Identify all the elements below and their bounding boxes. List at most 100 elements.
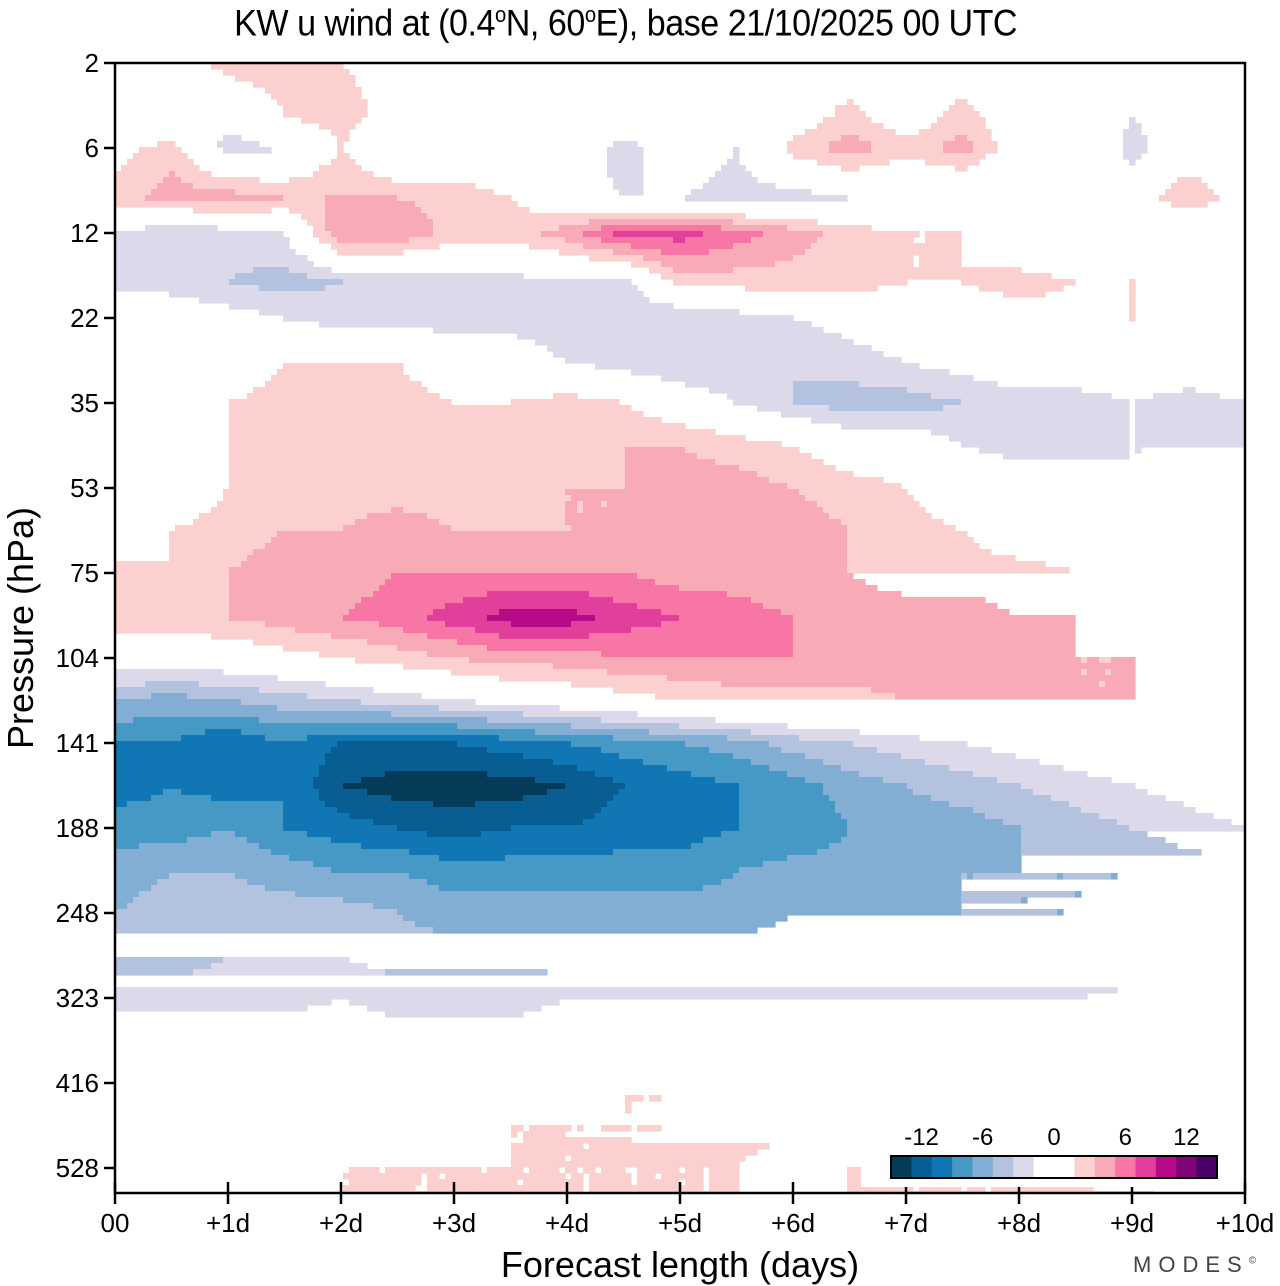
contour-cell [265, 381, 422, 388]
contour-cell [379, 585, 680, 592]
contour-cell [115, 285, 260, 292]
contour-cell [571, 723, 680, 730]
y-tick-label: 323 [56, 983, 99, 1013]
contour-cell [229, 453, 626, 460]
contour-cell [115, 615, 230, 622]
contour-cell [115, 891, 140, 898]
contour-cell [1165, 189, 1214, 196]
contour-cell [115, 735, 182, 742]
contour-cell [739, 867, 1022, 874]
contour-cell [1075, 891, 1082, 898]
contour-cell [247, 879, 428, 886]
contour-cell [517, 333, 842, 340]
contour-cell [673, 279, 908, 286]
contour-cell [811, 417, 1130, 424]
contour-cell [481, 831, 722, 838]
contour-cell [691, 189, 812, 196]
contour-cell [283, 819, 374, 826]
contour-cell [253, 639, 368, 646]
contour-cell [115, 873, 170, 880]
contour-cell [181, 789, 320, 796]
contour-cell [223, 495, 572, 502]
contour-cell [259, 285, 326, 292]
contour-field [115, 63, 1244, 1193]
contour-cell [115, 819, 284, 826]
contour-cell [787, 771, 860, 778]
contour-cell [589, 1185, 704, 1192]
contour-cell [421, 207, 530, 214]
contour-cell [817, 849, 1022, 856]
contour-cell [955, 135, 968, 142]
contour-cell [1135, 417, 1244, 424]
contour-cell [613, 141, 638, 148]
contour-cell [241, 729, 536, 736]
contour-cell [973, 771, 1088, 778]
contour-cell [439, 855, 506, 862]
contour-cell [685, 381, 794, 388]
contour-cell [535, 339, 854, 346]
contour-cell [1171, 183, 1208, 190]
contour-cell [847, 549, 992, 556]
contour-cell [397, 909, 962, 916]
contour-cell [949, 801, 1070, 808]
colorbar-tick-label: -12 [904, 1124, 939, 1151]
contour-cell [1063, 873, 1112, 880]
contour-cell [337, 807, 602, 814]
contour-cell [805, 753, 902, 760]
contour-cell [403, 507, 566, 514]
contour-cell [607, 147, 644, 154]
contour-cell [823, 789, 914, 796]
contour-cell [229, 447, 626, 454]
contour-cell [283, 195, 326, 202]
contour-cell [847, 99, 854, 106]
colorbar-tick-label: 0 [1047, 1124, 1060, 1151]
contour-cell [871, 141, 944, 148]
contour-cell [187, 693, 308, 700]
contour-cell [979, 447, 1130, 454]
contour-cell [829, 147, 872, 154]
contour-cell [247, 837, 332, 844]
contour-cell [115, 747, 332, 754]
y-tick-label: 53 [70, 473, 99, 503]
contour-cell [115, 987, 1118, 994]
contour-cell [841, 165, 860, 172]
y-tick-label: 22 [70, 303, 99, 333]
contour-cell [637, 573, 854, 580]
x-tick-label: +10d [1216, 1208, 1275, 1238]
contour-cell [277, 705, 440, 712]
contour-cell [763, 231, 824, 238]
contour-cell [1123, 135, 1148, 142]
contour-cell [967, 135, 992, 142]
contour-cell [241, 699, 362, 706]
contour-cell [499, 633, 590, 640]
colorbar-swatch [952, 1156, 973, 1178]
contour-cell [115, 867, 332, 874]
contour-cell [595, 813, 740, 820]
contour-cell [487, 1167, 524, 1174]
contour-cell [577, 501, 584, 508]
contour-cell [1123, 141, 1148, 148]
contour-cell [397, 645, 488, 652]
contour-cell [739, 801, 836, 808]
contour-cell [115, 777, 314, 784]
colorbar-frame [890, 1155, 1218, 1179]
contour-cell [847, 1185, 914, 1192]
contour-cell [973, 873, 1058, 880]
contour-cell [1117, 819, 1232, 826]
contour-cell [115, 927, 434, 934]
contour-cell [1021, 849, 1202, 856]
contour-cell [241, 561, 848, 568]
contour-cell [931, 393, 1112, 400]
contour-cell [703, 885, 962, 892]
contour-cell [847, 555, 1016, 562]
contour-cell [991, 1185, 1094, 1192]
contour-cell [931, 429, 1130, 436]
contour-cell [1057, 873, 1064, 880]
contour-cell [1111, 669, 1136, 676]
contour-cell [343, 279, 632, 286]
contour-cell [523, 1137, 632, 1144]
contour-cell [271, 537, 848, 544]
contour-cell [847, 567, 1070, 574]
contour-cell [229, 603, 356, 610]
contour-cell [985, 813, 1100, 820]
